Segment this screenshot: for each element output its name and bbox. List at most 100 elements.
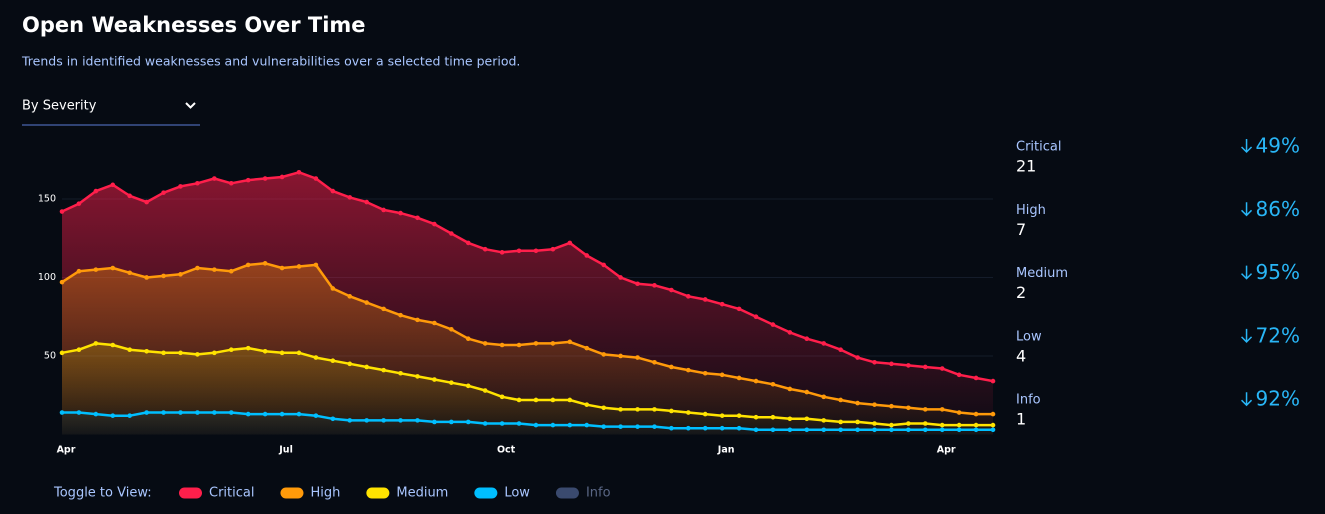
data-point: [956, 372, 962, 378]
data-point: [922, 364, 928, 370]
data-point: [584, 345, 590, 351]
data-point: [736, 375, 742, 381]
data-point: [939, 407, 945, 412]
legend-label[interactable]: Medium: [396, 486, 448, 501]
data-point: [432, 320, 437, 326]
legend-swatch[interactable]: [366, 487, 390, 499]
data-point: [787, 416, 793, 422]
data-point: [76, 347, 82, 353]
data-point: [245, 411, 251, 417]
down-arrow: [1241, 139, 1253, 154]
legend-item[interactable]: Medium: [366, 486, 448, 501]
data-point: [753, 314, 759, 320]
data-point: [262, 261, 268, 266]
data-point: [804, 427, 810, 433]
down-arrow: [1241, 328, 1253, 343]
data-point: [533, 341, 539, 346]
data-point: [296, 350, 302, 356]
legend-item[interactable]: Info: [555, 486, 611, 501]
title: Open Weaknesses Over Time: [22, 13, 366, 37]
data-point: [922, 421, 928, 426]
data-point: [161, 190, 166, 195]
data-point: [584, 402, 590, 407]
data-point: [702, 297, 708, 302]
legend-item[interactable]: High: [280, 486, 340, 501]
data-point: [838, 397, 843, 403]
x-tick-label: Oct: [497, 445, 516, 456]
data-point: [770, 414, 776, 420]
data-point: [330, 358, 336, 363]
data-point: [432, 377, 437, 382]
data-point: [347, 195, 353, 200]
data-point: [195, 410, 200, 415]
data-point: [889, 361, 894, 367]
data-point: [93, 267, 99, 272]
data-point: [550, 341, 556, 346]
data-point: [110, 413, 116, 418]
data-point: [618, 353, 623, 359]
dropdown-label[interactable]: By Severity: [22, 99, 97, 114]
data-point: [821, 394, 827, 400]
legend-swatch[interactable]: [555, 487, 579, 499]
legend-swatch[interactable]: [280, 487, 304, 499]
data-point: [228, 410, 234, 415]
data-point: [465, 383, 471, 389]
down-arrow: [1241, 392, 1253, 407]
x-tick-label: Jan: [717, 445, 735, 456]
series-line: [61, 262, 993, 416]
data-point: [567, 339, 573, 345]
data-point: [144, 348, 149, 354]
data-point: [330, 416, 336, 422]
data-point: [855, 355, 860, 360]
legend-label[interactable]: High: [310, 486, 340, 501]
data-point: [245, 345, 251, 351]
data-point: [533, 248, 539, 254]
legend-label[interactable]: Low: [504, 486, 530, 501]
data-point: [228, 268, 234, 274]
data-point: [499, 342, 505, 348]
data-point: [212, 176, 217, 181]
dropdown[interactable]: By Severity: [22, 99, 200, 126]
data-point: [753, 427, 759, 433]
data-point: [956, 427, 962, 433]
data-point: [330, 286, 336, 291]
data-point: [872, 402, 877, 407]
data-point: [465, 419, 471, 425]
data-point: [906, 421, 911, 426]
data-point: [144, 275, 149, 280]
data-point: [635, 281, 640, 287]
data-point: [939, 366, 945, 371]
data-point: [144, 410, 149, 415]
data-point: [161, 410, 166, 415]
data-point: [584, 253, 590, 258]
legend-label[interactable]: Critical: [209, 486, 254, 501]
data-point: [212, 410, 217, 415]
down-arrow: [1241, 202, 1253, 217]
subtitle: Trends in identified weaknesses and vuln…: [21, 54, 520, 69]
area-fill: [62, 412, 993, 435]
data-point: [499, 394, 505, 400]
summary-count: 21: [1016, 157, 1036, 176]
data-point: [313, 355, 319, 360]
data-point: [195, 352, 200, 357]
data-point: [381, 207, 386, 213]
legend-swatch[interactable]: [179, 487, 202, 499]
data-point: [482, 246, 488, 252]
data-point: [550, 397, 556, 403]
data-point: [161, 350, 166, 356]
data-point: [990, 378, 996, 384]
data-point: [262, 348, 268, 354]
data-point: [59, 209, 65, 214]
legend-item[interactable]: Critical: [179, 486, 254, 501]
data-point: [296, 169, 302, 175]
summary-label: Medium: [1016, 266, 1068, 281]
data-point: [296, 411, 302, 417]
data-point: [347, 361, 353, 367]
legend-label[interactable]: Info: [586, 486, 611, 501]
legend-item[interactable]: Low: [474, 486, 530, 501]
chevron[interactable]: [185, 102, 196, 109]
legend-swatch[interactable]: [474, 487, 498, 499]
data-point: [449, 231, 454, 236]
data-point: [652, 359, 657, 365]
